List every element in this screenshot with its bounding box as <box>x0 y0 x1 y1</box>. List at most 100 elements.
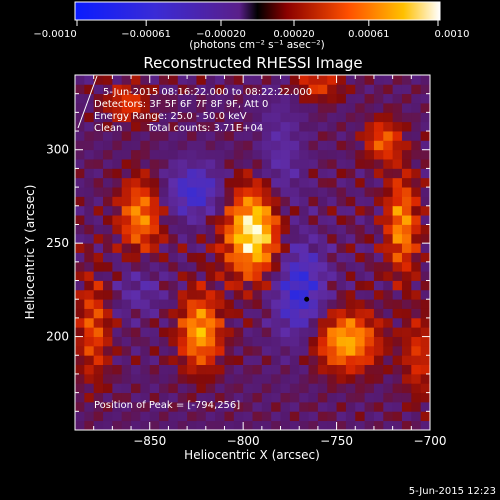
heatmap-cell <box>392 336 403 347</box>
heatmap-cell <box>308 84 319 95</box>
heatmap-cell <box>271 420 281 430</box>
heatmap-cell <box>196 364 207 375</box>
heatmap-cell <box>420 112 430 123</box>
heatmap-cell <box>392 112 403 123</box>
heatmap-cell <box>84 252 95 263</box>
heatmap-cell <box>177 411 188 422</box>
heatmap-cell <box>196 355 207 365</box>
heatmap-cell <box>159 140 169 151</box>
heatmap-cell <box>383 345 394 356</box>
heatmap-cell <box>280 140 291 151</box>
heatmap-cell <box>336 224 347 235</box>
heatmap-cell <box>345 299 356 309</box>
heatmap-cell <box>168 196 179 207</box>
heatmap-cell <box>327 271 337 281</box>
heatmap-cell <box>75 271 85 281</box>
heatmap-cell <box>224 224 235 235</box>
heatmap-cell <box>84 280 95 291</box>
heatmap-cell <box>289 168 300 179</box>
heatmap-cell <box>103 411 113 422</box>
heatmap-cell <box>308 196 319 207</box>
heatmap-cell <box>401 84 412 95</box>
heatmap-cell <box>280 271 291 281</box>
heatmap-cell <box>392 215 403 225</box>
heatmap-cell <box>401 392 412 403</box>
heatmap-cell <box>411 289 422 300</box>
heatmap-cell <box>233 168 244 179</box>
heatmap-cell <box>93 317 104 328</box>
heatmap-cell <box>205 373 216 384</box>
heatmap-cell <box>336 355 347 365</box>
heatmap-cell <box>383 140 394 151</box>
heatmap-cell <box>196 345 207 356</box>
heatmap-cell <box>75 411 85 422</box>
heatmap-cell <box>103 401 113 412</box>
heatmap-cell <box>140 149 151 160</box>
heatmap-cell <box>159 205 169 216</box>
heatmap-cell <box>121 215 132 225</box>
heatmap-cell <box>168 355 179 365</box>
heatmap-cell <box>271 383 281 394</box>
heatmap-cell <box>177 261 188 272</box>
heatmap-cell <box>159 355 169 365</box>
heatmap-cell <box>411 345 422 356</box>
heatmap-cell <box>392 168 403 179</box>
heatmap-cell <box>224 261 235 272</box>
heatmap-cell <box>420 196 430 207</box>
heatmap-cell <box>345 271 356 281</box>
heatmap-cell <box>205 131 216 141</box>
heatmap-cell <box>420 252 430 263</box>
heatmap-cell <box>392 420 403 430</box>
heatmap-cell <box>75 233 85 244</box>
heatmap-cell <box>336 261 347 272</box>
heatmap-cell <box>299 233 309 244</box>
heatmap-cell <box>383 261 394 272</box>
heatmap-cell <box>317 252 328 263</box>
heatmap-cell <box>373 271 384 281</box>
heatmap-cell <box>131 224 141 235</box>
heatmap-cell <box>196 196 207 207</box>
heatmap-cell <box>215 373 225 384</box>
heatmap-cell <box>345 131 356 141</box>
heatmap-cell <box>355 271 365 281</box>
heatmap-cell <box>373 261 384 272</box>
heatmap-cell <box>205 140 216 151</box>
heatmap-cell <box>187 364 197 375</box>
heatmap-cell <box>243 140 253 151</box>
heatmap-cell <box>205 327 216 337</box>
heatmap-cell <box>364 84 375 95</box>
heatmap-cell <box>280 177 291 188</box>
heatmap-cell <box>224 383 235 394</box>
heatmap-cell <box>149 252 160 263</box>
heatmap-cell <box>383 336 394 347</box>
heatmap-cell <box>261 103 272 113</box>
heatmap-cell <box>271 271 281 281</box>
heatmap-cell <box>121 140 132 151</box>
heatmap-cell <box>271 93 281 104</box>
heatmap-cell <box>392 261 403 272</box>
heatmap-cell <box>168 364 179 375</box>
heatmap-cell <box>289 252 300 263</box>
heatmap-cell <box>411 373 422 384</box>
heatmap-cell <box>159 299 169 309</box>
heatmap-cell <box>336 336 347 347</box>
heatmap-cell <box>289 336 300 347</box>
heatmap-cell <box>243 205 253 216</box>
heatmap-cell <box>177 299 188 309</box>
heatmap-cell <box>233 289 244 300</box>
heatmap-cell <box>327 224 337 235</box>
heatmap-cell <box>112 252 123 263</box>
heatmap-cell <box>149 121 160 132</box>
heatmap-cell <box>289 373 300 384</box>
heatmap-cell <box>289 93 300 104</box>
heatmap-cell <box>149 103 160 113</box>
heatmap-cell <box>271 233 281 244</box>
heatmap-cell <box>168 401 179 412</box>
heatmap-cell <box>345 280 356 291</box>
heatmap-cell <box>233 112 244 123</box>
heatmap-cell <box>252 243 263 253</box>
heatmap-cell <box>252 93 263 104</box>
heatmap-cell <box>327 233 337 244</box>
heatmap-cell <box>168 345 179 356</box>
heatmap-cell <box>280 252 291 263</box>
